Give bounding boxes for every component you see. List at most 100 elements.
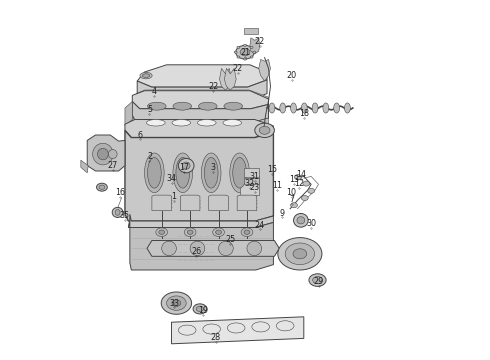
Ellipse shape <box>344 103 350 113</box>
Ellipse shape <box>244 58 246 60</box>
Ellipse shape <box>201 153 221 193</box>
Text: 6: 6 <box>137 130 142 139</box>
Ellipse shape <box>250 46 253 49</box>
Ellipse shape <box>247 241 262 256</box>
Ellipse shape <box>269 103 275 113</box>
Ellipse shape <box>223 120 242 126</box>
Polygon shape <box>152 195 172 211</box>
Ellipse shape <box>190 241 205 256</box>
Text: 12: 12 <box>294 179 304 188</box>
Ellipse shape <box>244 230 250 234</box>
Ellipse shape <box>147 120 165 126</box>
Polygon shape <box>132 91 269 109</box>
Ellipse shape <box>236 45 254 59</box>
Ellipse shape <box>140 72 152 79</box>
Text: 3: 3 <box>211 163 216 172</box>
Text: 11: 11 <box>272 181 282 190</box>
Text: 33: 33 <box>169 299 179 307</box>
Ellipse shape <box>285 243 315 265</box>
Bar <box>244 28 258 34</box>
Ellipse shape <box>162 241 176 256</box>
Text: 4: 4 <box>152 87 157 96</box>
Ellipse shape <box>196 306 204 312</box>
Polygon shape <box>136 90 269 102</box>
Text: 27: 27 <box>108 161 118 170</box>
Text: 30: 30 <box>306 219 316 228</box>
Ellipse shape <box>253 51 256 53</box>
Ellipse shape <box>293 249 307 259</box>
Ellipse shape <box>312 103 318 113</box>
Ellipse shape <box>213 228 224 237</box>
Ellipse shape <box>278 238 322 270</box>
Polygon shape <box>132 102 269 122</box>
Polygon shape <box>131 115 269 130</box>
Ellipse shape <box>297 217 305 224</box>
Ellipse shape <box>280 103 286 113</box>
Ellipse shape <box>159 230 165 234</box>
Text: 22: 22 <box>208 82 218 91</box>
Bar <box>240 176 259 195</box>
Ellipse shape <box>173 102 192 110</box>
Polygon shape <box>180 195 200 211</box>
Text: 31: 31 <box>250 172 260 181</box>
Ellipse shape <box>294 213 308 227</box>
Polygon shape <box>128 220 273 270</box>
Text: 18: 18 <box>299 109 309 118</box>
Ellipse shape <box>240 49 250 56</box>
Ellipse shape <box>308 188 315 193</box>
Bar <box>244 178 259 184</box>
Text: 22: 22 <box>233 64 243 73</box>
Ellipse shape <box>291 103 296 113</box>
Ellipse shape <box>219 241 233 256</box>
Ellipse shape <box>108 150 117 158</box>
Ellipse shape <box>156 228 168 237</box>
Text: 13: 13 <box>289 175 299 184</box>
Text: 16: 16 <box>115 188 125 197</box>
Ellipse shape <box>234 51 237 53</box>
Ellipse shape <box>259 126 270 134</box>
Polygon shape <box>137 80 267 100</box>
Ellipse shape <box>112 207 123 217</box>
Ellipse shape <box>99 185 105 189</box>
Polygon shape <box>147 240 279 256</box>
Ellipse shape <box>291 203 297 208</box>
Text: — — — — — — —: — — — — — — — <box>178 258 214 262</box>
Ellipse shape <box>237 46 240 49</box>
Text: 10: 10 <box>287 188 296 197</box>
Ellipse shape <box>173 153 193 193</box>
Ellipse shape <box>230 153 249 193</box>
Text: 20: 20 <box>287 71 296 80</box>
Text: — — — — — — —: — — — — — — — <box>178 234 214 238</box>
Ellipse shape <box>294 175 301 180</box>
Text: 21: 21 <box>240 48 250 57</box>
Text: 17: 17 <box>179 163 189 172</box>
Ellipse shape <box>255 123 274 138</box>
Text: 28: 28 <box>211 333 220 342</box>
Ellipse shape <box>147 102 166 110</box>
Text: 22: 22 <box>255 37 265 46</box>
Text: 15: 15 <box>267 165 277 174</box>
Ellipse shape <box>233 157 246 188</box>
Ellipse shape <box>182 162 190 169</box>
Text: — — — — — — —: — — — — — — — <box>178 250 214 254</box>
Polygon shape <box>220 68 231 90</box>
Ellipse shape <box>334 103 340 113</box>
Text: 9: 9 <box>279 209 284 217</box>
Polygon shape <box>209 195 228 211</box>
Ellipse shape <box>193 304 207 314</box>
Polygon shape <box>87 135 125 171</box>
Ellipse shape <box>97 183 107 191</box>
Ellipse shape <box>198 102 217 110</box>
Ellipse shape <box>172 120 191 126</box>
Text: 32: 32 <box>245 179 255 188</box>
Ellipse shape <box>250 56 253 58</box>
Polygon shape <box>137 65 267 87</box>
Bar <box>244 168 259 177</box>
Polygon shape <box>250 38 260 54</box>
Text: 26: 26 <box>191 248 201 256</box>
Ellipse shape <box>176 157 190 188</box>
Ellipse shape <box>244 44 246 46</box>
Ellipse shape <box>187 230 193 234</box>
Text: 34: 34 <box>167 174 176 183</box>
Polygon shape <box>172 317 304 344</box>
